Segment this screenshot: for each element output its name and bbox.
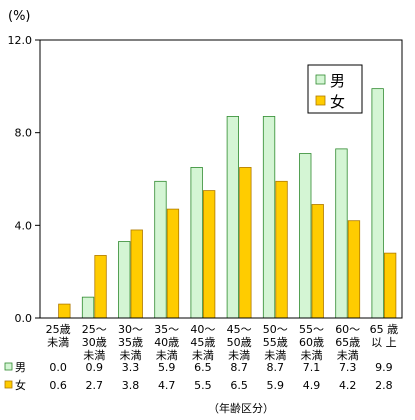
- data-label: 2.8: [375, 379, 393, 392]
- data-label: 7.1: [303, 361, 321, 374]
- y-tick-label: 4.0: [15, 219, 33, 232]
- bar-male: [335, 148, 348, 319]
- y-tick-label: 0.0: [15, 312, 33, 325]
- bar-male: [81, 296, 95, 319]
- category-label: 35～: [154, 323, 179, 336]
- x-axis-label: （年齢区分）: [208, 401, 274, 415]
- bar-female: [166, 208, 180, 319]
- bar-female: [94, 255, 107, 319]
- category-label: 55～: [299, 323, 324, 336]
- bar-female: [383, 252, 397, 319]
- category-labels: 25歳未満25～30歳未満30～35歳未満35～40歳未満40～45歳未満45～…: [46, 323, 399, 362]
- data-label: 5.5: [194, 379, 212, 392]
- category-label: 30歳: [82, 336, 107, 349]
- bar-female: [58, 303, 71, 319]
- category-label: 未満: [301, 349, 323, 362]
- data-label: 3.3: [122, 361, 140, 374]
- category-label: 45～: [227, 323, 252, 336]
- legend-label: 男: [330, 72, 345, 90]
- data-label: 6.5: [194, 361, 212, 374]
- category-label: 50～: [263, 323, 288, 336]
- data-label: 5.9: [158, 361, 176, 374]
- data-label: 6.5: [230, 379, 248, 392]
- y-tick-label: 8.0: [15, 127, 33, 140]
- data-label: 2.7: [86, 379, 104, 392]
- bar-male: [118, 241, 131, 319]
- y-axis-ticks: 0.0 4.0 8.0 12.0: [8, 34, 40, 325]
- bar-female: [130, 229, 143, 319]
- bars-group: [45, 88, 397, 319]
- data-label: 4.7: [158, 379, 176, 392]
- table-series-name: 女: [15, 378, 26, 392]
- category-label: 25～: [82, 323, 107, 336]
- category-label: 未満: [192, 349, 214, 362]
- legend: 男女: [307, 64, 363, 114]
- data-label: 8.7: [230, 361, 248, 374]
- category-label: 未満: [156, 349, 178, 362]
- category-label: 未満: [337, 349, 359, 362]
- data-label: 4.9: [303, 379, 321, 392]
- category-label: 未満: [83, 349, 105, 362]
- bar-female: [275, 180, 288, 319]
- category-label: 50歳: [227, 336, 252, 349]
- data-label: 9.9: [375, 361, 393, 374]
- data-label: 0.6: [49, 379, 67, 392]
- category-label: 25歳: [46, 323, 71, 336]
- category-label: 未満: [120, 349, 142, 362]
- plot-area-frame: [39, 39, 403, 319]
- table-series-swatch: [4, 380, 13, 389]
- category-label: 35歳: [118, 336, 143, 349]
- category-label: 40～: [190, 323, 215, 336]
- bar-male: [371, 88, 384, 319]
- legend-label: 女: [330, 93, 345, 111]
- y-unit-label: (%): [8, 9, 31, 24]
- category-label: 未満: [47, 336, 69, 349]
- category-label: 60歳: [299, 336, 324, 349]
- category-label: 60～: [335, 323, 360, 336]
- category-label: 45歳: [190, 336, 215, 349]
- data-label: 0.0: [49, 361, 67, 374]
- category-label: 65 歳: [370, 323, 399, 336]
- category-label: 未満: [264, 349, 286, 362]
- category-label: 65歳: [335, 336, 360, 349]
- data-label: 0.9: [86, 361, 104, 374]
- bar-male: [299, 153, 312, 319]
- y-tick-label: 12.0: [8, 34, 33, 47]
- data-label: 8.7: [267, 361, 285, 374]
- category-label: 55歳: [263, 336, 288, 349]
- bar-female: [202, 190, 216, 319]
- bar-female: [239, 167, 252, 319]
- bar-female: [311, 204, 324, 319]
- category-label: 以 上: [371, 336, 397, 349]
- category-label: 40歳: [154, 336, 179, 349]
- data-label: 4.2: [339, 379, 357, 392]
- table-series-swatch: [4, 362, 13, 371]
- data-label: 5.9: [267, 379, 285, 392]
- category-label: 30～: [118, 323, 143, 336]
- bar-male: [226, 116, 240, 319]
- bar-male: [190, 167, 203, 319]
- bar-male: [262, 116, 276, 319]
- legend-swatch: [315, 95, 326, 106]
- bar-female: [347, 220, 361, 319]
- bar-male: [154, 180, 167, 319]
- data-table: 男 0.0 0.9 3.3 5.9 6.5 8.7 8.7 7.1 7.3 9.9 女 0.6 2.7 3.…: [4, 361, 393, 392]
- data-label: 3.8: [122, 379, 140, 392]
- table-series-name: 男: [15, 361, 26, 374]
- data-label: 7.3: [339, 361, 357, 374]
- legend-swatch: [315, 74, 326, 85]
- category-label: 未満: [228, 349, 250, 362]
